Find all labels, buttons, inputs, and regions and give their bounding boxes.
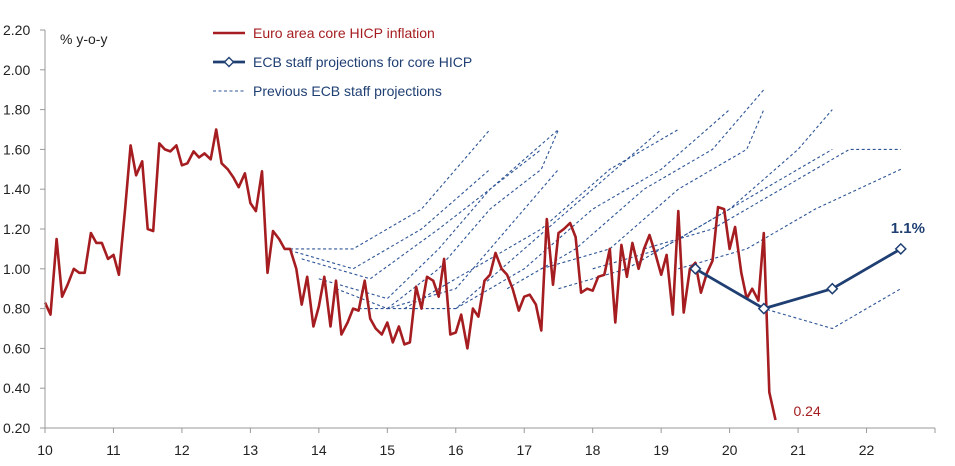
ecb-projection-marker	[689, 262, 702, 275]
previous-projection-line	[353, 168, 559, 310]
actual-inflation-layer	[43, 128, 777, 421]
previous-projection-line	[284, 168, 491, 270]
y-tick-label: 0.80	[3, 301, 30, 317]
previous-projection-line	[284, 129, 491, 250]
x-tick-label: 15	[380, 442, 396, 458]
legend: Euro area core HICP inflation ECB staff p…	[213, 25, 472, 99]
y-tick-label: 2.00	[3, 62, 30, 78]
legend-diamond-icon	[223, 56, 235, 68]
y-tick-label: 2.20	[3, 22, 30, 38]
x-tick-label: 22	[859, 442, 875, 458]
previous-projection-line	[387, 129, 662, 310]
ecb-projection-marker	[757, 302, 770, 315]
current-projection-layer	[689, 242, 907, 315]
y-tick-label: 0.60	[3, 340, 30, 356]
legend-label-projection: ECB staff projections for core HICP	[253, 54, 472, 70]
y-tick-label: 1.40	[3, 181, 30, 197]
core-hicp-inflation-line	[43, 128, 777, 421]
ecb-projection-line	[694, 247, 902, 311]
x-tick-label: 20	[722, 442, 738, 458]
legend-label-previous: Previous ECB staff projections	[253, 83, 442, 99]
previous-projection-line	[301, 148, 542, 280]
ecb-projection-marker	[894, 242, 907, 255]
previous-projection-line	[506, 89, 765, 290]
x-tick-label: 18	[585, 442, 601, 458]
previous-projection-line	[643, 148, 901, 250]
x-tick-label: 12	[174, 442, 190, 458]
axes-layer: 0.20 0.40 0.60 0.80 1.00 1.20 1.40 1.60 1.80 2.00…	[3, 22, 936, 458]
previous-projection-line	[404, 129, 679, 310]
x-tick-label: 11	[106, 442, 121, 458]
legend-label-actual: Euro area core HICP inflation	[253, 25, 435, 41]
previous-projection-line	[592, 109, 833, 270]
previous-projections-layer	[284, 89, 902, 330]
y-tick-label: 1.60	[3, 141, 30, 157]
ecb-projection-marker	[826, 282, 839, 295]
x-tick-label: 17	[516, 442, 532, 458]
y-tick-label: 1.00	[3, 261, 30, 277]
x-tick-label: 10	[37, 442, 53, 458]
y-tick-label: 0.20	[3, 420, 30, 436]
x-tick-label: 19	[653, 442, 669, 458]
x-tick-label: 13	[243, 442, 259, 458]
y-tick-label: 1.20	[3, 221, 30, 237]
previous-projection-line	[335, 129, 560, 310]
x-tick-label: 16	[448, 442, 464, 458]
projection-end-label: 1.1%	[891, 220, 925, 237]
x-tick-label: 21	[790, 442, 806, 458]
y-tick-label: 0.40	[3, 380, 30, 396]
previous-projection-line	[541, 109, 765, 270]
y-axis-label: % y-o-y	[60, 31, 107, 47]
y-tick-label: 1.80	[3, 102, 30, 118]
latest-value-label: 0.24	[793, 403, 820, 419]
x-tick-label: 14	[311, 442, 327, 458]
